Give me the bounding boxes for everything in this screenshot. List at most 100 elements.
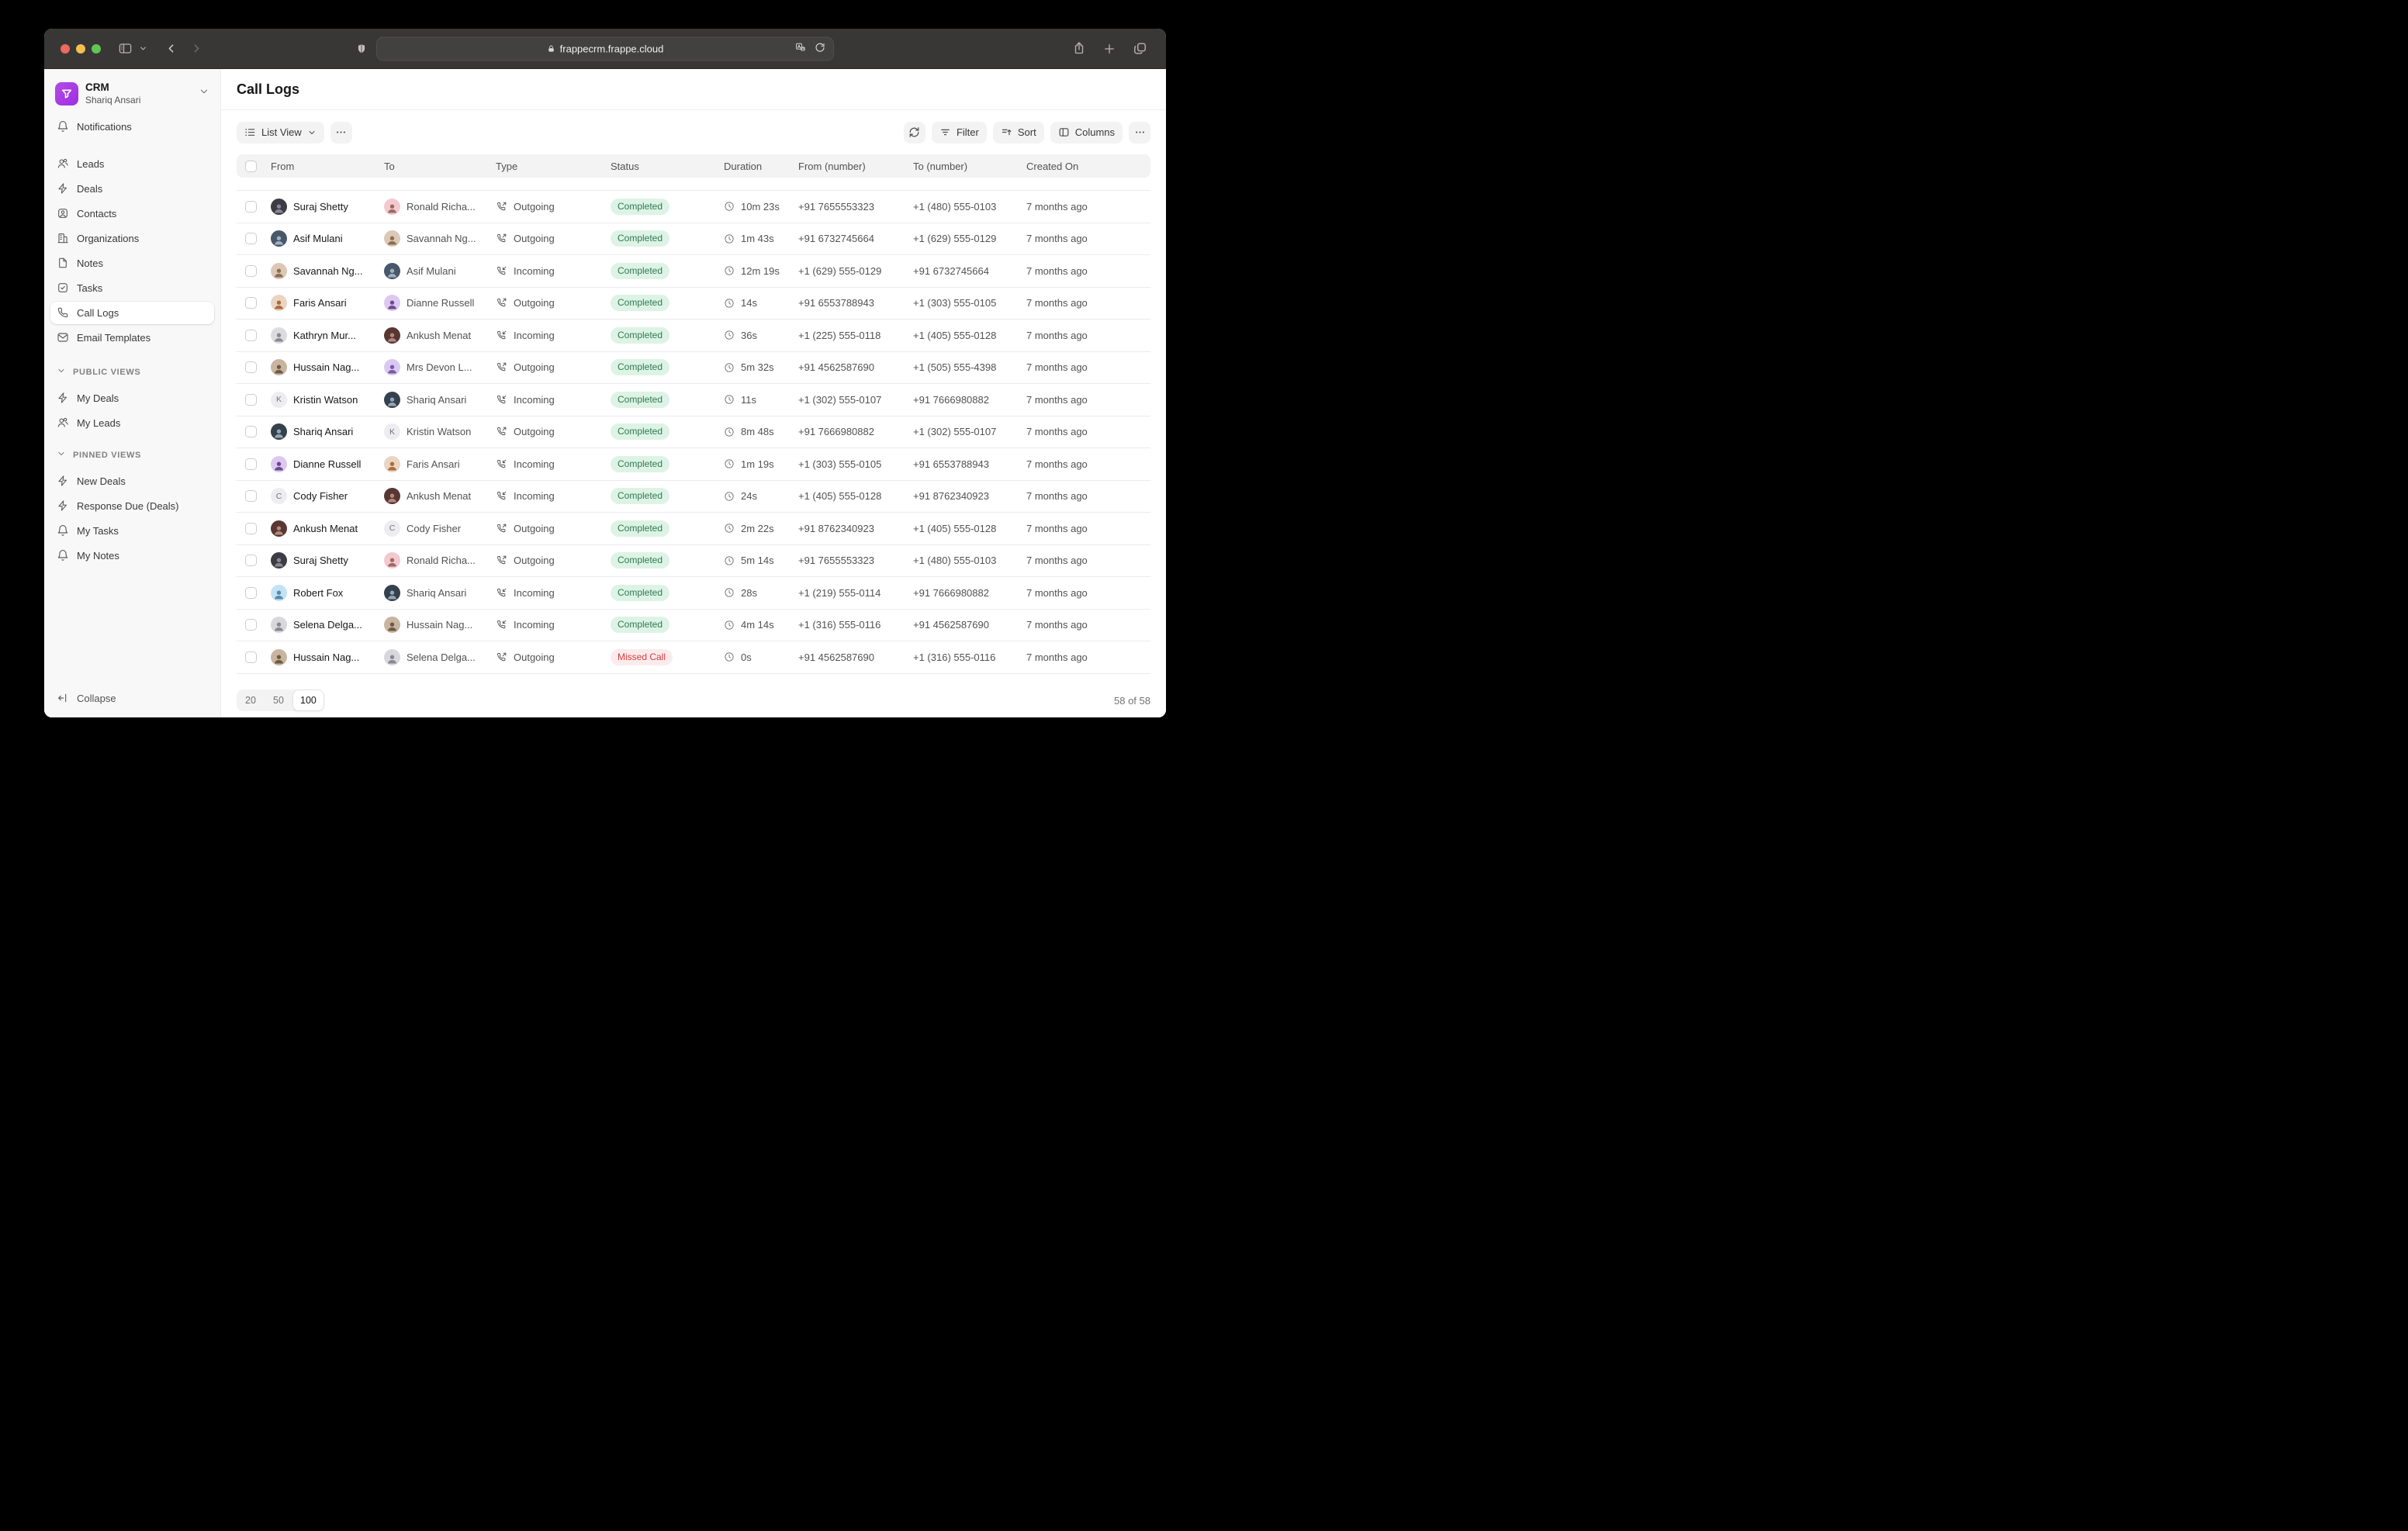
sidebar-item-response-due-deals[interactable]: Response Due (Deals) — [50, 495, 214, 517]
to-name: Selena Delga... — [407, 651, 476, 663]
status-cell: Missed Call — [604, 648, 718, 665]
from-number-cell: +1 (629) 555-0129 — [798, 264, 882, 277]
back-button[interactable] — [164, 42, 178, 55]
share-icon[interactable] — [1072, 41, 1086, 56]
reload-icon[interactable] — [815, 42, 825, 55]
new-tab-icon[interactable] — [1102, 41, 1116, 56]
sidebar-item-notes[interactable]: Notes — [50, 252, 214, 275]
status-cell: Completed — [604, 262, 718, 279]
filter-button[interactable]: Filter — [931, 121, 987, 143]
row-checkbox[interactable] — [244, 555, 257, 567]
sidebar-section-pinned-views[interactable]: PINNED VIEWS — [50, 445, 214, 465]
call-log-row[interactable]: Dianne Russell Faris Ansari Incoming Comple… — [237, 448, 1150, 481]
row-checkbox[interactable] — [244, 233, 257, 245]
from-name: Cody Fisher — [293, 490, 348, 503]
sidebar-item-contacts[interactable]: Contacts — [50, 202, 214, 225]
call-log-row[interactable]: Hussain Nag... Mrs Devon L... Outgoing Comp… — [237, 352, 1150, 384]
row-checkbox[interactable] — [244, 329, 257, 341]
zoom-window-button[interactable] — [92, 43, 101, 54]
column-header-from-number: From (number) — [798, 160, 866, 172]
tab-overview-icon[interactable] — [1133, 41, 1147, 56]
view-selector-label: List View — [261, 126, 302, 138]
workspace-switcher[interactable]: CRM Shariq Ansari — [50, 78, 214, 116]
duration-cell: 1m 43s — [718, 233, 792, 244]
from-name: Dianne Russell — [293, 458, 362, 470]
columns-button[interactable]: Columns — [1050, 121, 1123, 143]
sort-button[interactable]: Sort — [992, 121, 1044, 143]
sidebar-item-leads[interactable]: Leads — [50, 153, 214, 175]
page-size-option-20[interactable]: 20 — [245, 695, 256, 706]
row-checkbox[interactable] — [244, 490, 257, 503]
status-cell: Completed — [604, 455, 718, 472]
address-bar[interactable]: frappecrm.frappe.cloud — [376, 36, 834, 60]
page-size-option-100[interactable]: 100 — [292, 689, 324, 711]
row-checkbox[interactable] — [244, 200, 257, 213]
row-checkbox[interactable] — [244, 297, 257, 309]
from-name: Faris Ansari — [293, 297, 347, 309]
created-on-cell: 7 months ago — [1026, 426, 1088, 438]
row-checkbox[interactable] — [244, 393, 257, 406]
sidebar-item-tasks[interactable]: Tasks — [50, 277, 214, 299]
minimize-window-button[interactable] — [76, 43, 85, 54]
row-checkbox[interactable] — [244, 426, 257, 438]
privacy-shield-icon[interactable] — [356, 43, 367, 55]
sidebar-item-my-leads[interactable]: My Leads — [50, 412, 214, 434]
translate-icon[interactable] — [794, 42, 807, 55]
close-window-button[interactable] — [61, 43, 70, 54]
sidebar-item-my-deals[interactable]: My Deals — [50, 387, 214, 410]
row-checkbox[interactable] — [244, 522, 257, 534]
avatar — [384, 391, 400, 408]
row-checkbox[interactable] — [244, 586, 257, 599]
call-log-row[interactable]: Faris Ansari Dianne Russell Outgoing Comple… — [237, 288, 1150, 320]
sidebar-section-public-views[interactable]: PUBLIC VIEWS — [50, 362, 214, 382]
call-log-row[interactable]: Shariq Ansari K Kristin Watson Outgoing Comp… — [237, 416, 1150, 448]
sidebar-item-new-deals[interactable]: New Deals — [50, 470, 214, 492]
collapse-sidebar-button[interactable]: Collapse — [50, 686, 214, 710]
call-log-row[interactable]: Suraj Shetty Ronald Richa... Outgoing Compl… — [237, 191, 1150, 223]
sidebar-item-call-logs[interactable]: Call Logs — [50, 301, 214, 324]
row-checkbox[interactable] — [244, 458, 257, 470]
forward-button[interactable] — [190, 42, 203, 55]
call-log-row[interactable]: Asif Mulani Savannah Ng... Outgoing Complet… — [237, 223, 1150, 255]
view-selector-button[interactable]: List View — [237, 121, 324, 143]
call-type-label: Incoming — [514, 619, 555, 631]
call-log-row[interactable]: Savannah Ng... Asif Mulani Incoming Complet… — [237, 255, 1150, 288]
from-number-cell: +1 (303) 555-0105 — [798, 458, 882, 470]
row-checkbox[interactable] — [244, 361, 257, 374]
from-cell: Shariq Ansari — [265, 423, 378, 441]
list-more-button[interactable] — [1129, 121, 1150, 143]
page-size-option-50[interactable]: 50 — [273, 695, 284, 706]
call-log-row[interactable]: Selena Delga... Hussain Nag... Incoming Com… — [237, 610, 1150, 641]
duration-cell: 5m 14s — [718, 555, 792, 566]
sidebar-item-email-templates[interactable]: Email Templates — [50, 327, 214, 349]
call-log-row[interactable]: Robert Fox Shariq Ansari Incoming Completed… — [237, 577, 1150, 610]
call-log-row[interactable]: K Kristin Watson Shariq Ansari Incoming Comp… — [237, 384, 1150, 416]
sidebar-item-notifications[interactable]: Notifications — [50, 116, 214, 138]
call-log-row[interactable]: Suraj Shetty Ronald Richa... Outgoing Compl… — [237, 545, 1150, 577]
call-log-row[interactable]: C Cody Fisher Ankush Menat Incoming Complete… — [237, 481, 1150, 513]
sidebar-item-organizations[interactable]: Organizations — [50, 227, 214, 250]
select-all-checkbox[interactable] — [244, 160, 257, 172]
avatar — [271, 327, 287, 344]
sidebar-item-my-tasks[interactable]: My Tasks — [50, 520, 214, 542]
row-checkbox[interactable] — [244, 651, 257, 663]
column-header-status: Status — [611, 160, 639, 172]
call-type-label: Incoming — [514, 490, 555, 503]
call-log-row[interactable]: Ankush Menat C Cody Fisher Outgoing Complete… — [237, 513, 1150, 545]
browser-sidebar-toggle-icon[interactable] — [118, 41, 133, 56]
call-log-row[interactable]: Kathryn Mur... Ankush Menat Incoming Comple… — [237, 320, 1150, 352]
view-more-button[interactable] — [330, 121, 352, 143]
sidebar-item-deals[interactable]: Deals — [50, 178, 214, 200]
row-checkbox[interactable] — [244, 264, 257, 277]
call-log-row[interactable]: Hussain Nag... Selena Delga... Outgoing Mis… — [237, 641, 1150, 674]
clock-icon — [724, 394, 735, 405]
sidebar-chevron-icon[interactable] — [139, 44, 147, 53]
sidebar-item-my-notes[interactable]: My Notes — [50, 544, 214, 567]
refresh-button[interactable] — [903, 121, 925, 143]
duration-cell: 24s — [718, 490, 792, 502]
from-name: Hussain Nag... — [293, 651, 360, 663]
refresh-icon — [910, 127, 919, 137]
row-checkbox[interactable] — [244, 619, 257, 631]
to-number-cell: +1 (480) 555-0103 — [913, 555, 997, 567]
collapse-label: Collapse — [77, 692, 116, 704]
